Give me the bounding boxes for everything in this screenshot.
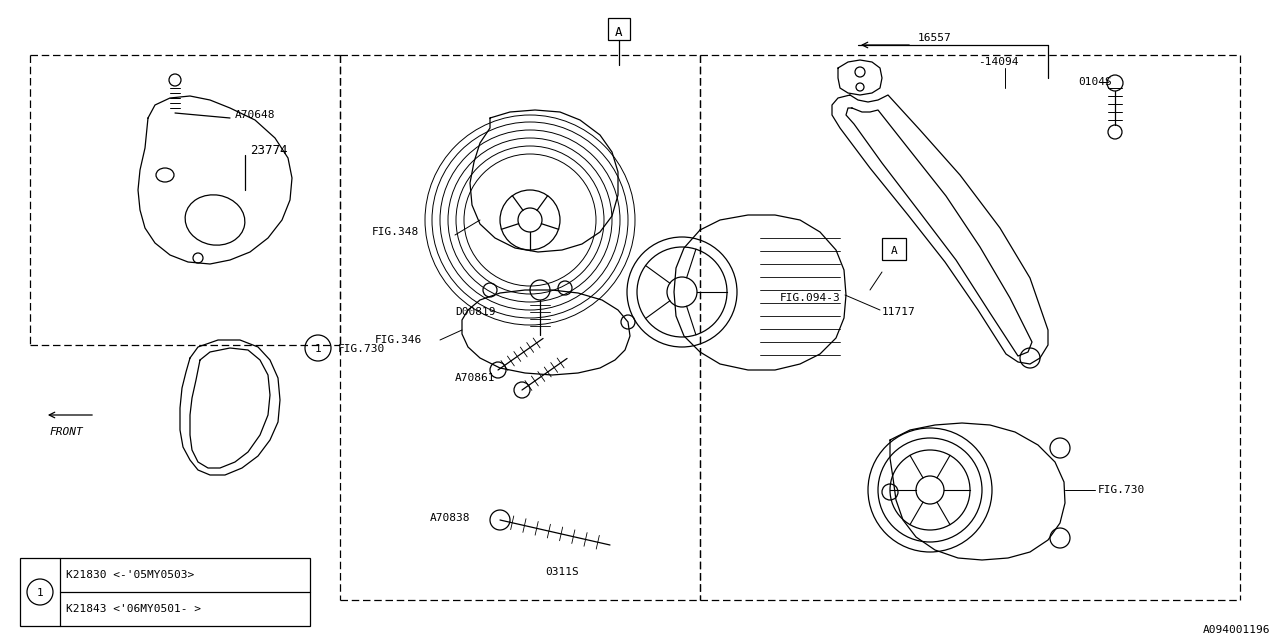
- Text: A: A: [891, 246, 897, 256]
- Text: FIG.730: FIG.730: [338, 344, 385, 354]
- Bar: [608, 18, 630, 40]
- Text: A70838: A70838: [430, 513, 471, 523]
- Bar: [20, 558, 310, 626]
- Text: D00819: D00819: [454, 307, 495, 317]
- Text: FIG.348: FIG.348: [372, 227, 420, 237]
- Text: A094001196: A094001196: [1202, 625, 1270, 635]
- Text: K21830 <-'05MY0503>: K21830 <-'05MY0503>: [67, 570, 195, 580]
- Text: -14094: -14094: [978, 57, 1019, 67]
- Text: 23774: 23774: [250, 143, 288, 157]
- Text: 16557: 16557: [918, 33, 952, 43]
- Text: 1: 1: [315, 344, 321, 354]
- Text: A70648: A70648: [236, 110, 275, 120]
- Text: 0311S: 0311S: [545, 567, 579, 577]
- Text: FRONT: FRONT: [50, 427, 83, 437]
- Bar: [882, 238, 906, 260]
- Text: 11717: 11717: [882, 307, 915, 317]
- Text: A70861: A70861: [454, 373, 495, 383]
- Text: FIG.094-3: FIG.094-3: [780, 293, 841, 303]
- Text: A: A: [616, 26, 623, 38]
- Text: 1: 1: [37, 588, 44, 598]
- Text: K21843 <'06MY0501- >: K21843 <'06MY0501- >: [67, 604, 201, 614]
- Text: FIG.346: FIG.346: [375, 335, 422, 345]
- Text: FIG.730: FIG.730: [1098, 485, 1146, 495]
- Text: 0104S: 0104S: [1078, 77, 1112, 87]
